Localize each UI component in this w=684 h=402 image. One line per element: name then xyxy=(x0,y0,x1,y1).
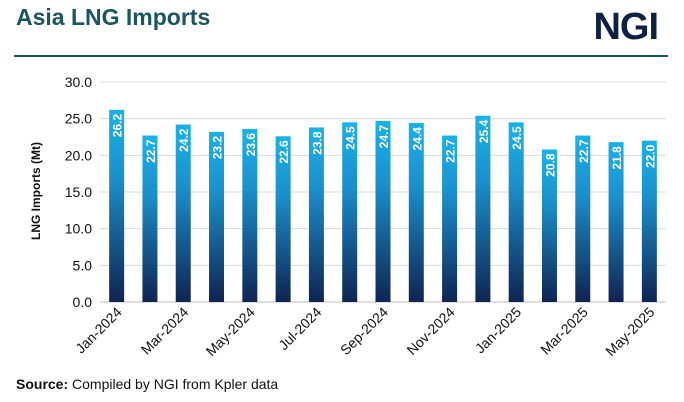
bar-value-label: 24.7 xyxy=(377,125,391,149)
bar-value-label: 24.4 xyxy=(410,127,424,151)
bar-value-label: 22.0 xyxy=(643,144,657,168)
x-tick-label: Jul-2024 xyxy=(275,304,324,353)
source-text: Compiled by NGI from Kpler data xyxy=(68,376,279,392)
bar xyxy=(142,135,158,302)
y-axis-title: LNG Imports (Mt) xyxy=(29,142,43,240)
y-tick-label: 25.0 xyxy=(65,111,92,127)
bar-value-label: 22.7 xyxy=(444,139,458,163)
bar-value-label: 26.2 xyxy=(111,114,125,138)
bar xyxy=(608,142,624,302)
bar-value-label: 22.6 xyxy=(277,140,291,164)
ngi-logo: NGI xyxy=(593,6,659,48)
y-tick-label: 30.0 xyxy=(65,74,92,90)
source-label: Source: xyxy=(16,376,69,392)
bar-value-label: 22.7 xyxy=(577,139,591,163)
header-divider xyxy=(14,55,668,57)
bar-value-label: 23.6 xyxy=(244,133,258,157)
x-tick-label: Jan-2025 xyxy=(472,304,525,357)
bar xyxy=(575,135,591,302)
bar-value-label: 25.4 xyxy=(477,119,491,143)
y-tick-label: 0.0 xyxy=(73,294,93,310)
x-tick-label: Sep-2024 xyxy=(337,304,391,358)
bar xyxy=(342,122,358,302)
x-tick-label: Nov-2024 xyxy=(403,304,457,358)
x-tick-label: May-2024 xyxy=(203,304,258,359)
bar-value-label: 23.8 xyxy=(310,131,324,155)
y-tick-label: 10.0 xyxy=(65,221,92,237)
bar-value-label: 24.5 xyxy=(344,126,358,150)
source-note: Source: Compiled by NGI from Kpler data xyxy=(16,376,278,392)
bar xyxy=(175,124,191,303)
y-tick-label: 15.0 xyxy=(65,184,92,200)
bar-value-label: 24.2 xyxy=(177,128,191,152)
bar-value-label: 20.8 xyxy=(543,153,557,177)
bar xyxy=(442,135,458,302)
x-tick-label: Mar-2025 xyxy=(537,304,591,358)
bar xyxy=(508,122,524,302)
y-tick-label: 5.0 xyxy=(73,257,93,273)
x-tick-label: Mar-2024 xyxy=(138,304,192,358)
bar-value-label: 23.2 xyxy=(211,136,225,160)
x-tick-label: Jan-2024 xyxy=(72,304,125,357)
bar xyxy=(275,136,291,302)
bar xyxy=(408,123,424,302)
bar xyxy=(242,128,258,302)
bar xyxy=(375,120,391,302)
bar-value-label: 21.8 xyxy=(610,146,624,170)
bar xyxy=(109,109,125,302)
chart-title: Asia LNG Imports xyxy=(16,4,211,30)
bar-chart: 26.2 22.7 24.2 23.2 23.6 22.6 23.8 24.5 24.7 24.4… xyxy=(29,74,666,359)
bar xyxy=(308,127,324,302)
bar xyxy=(475,115,491,302)
bar xyxy=(641,140,657,302)
bar-value-label: 22.7 xyxy=(144,139,158,163)
y-tick-label: 20.0 xyxy=(65,147,92,163)
x-tick-label: May-2025 xyxy=(602,304,657,359)
bar xyxy=(541,149,557,302)
bar-value-label: 24.5 xyxy=(510,126,524,150)
bar xyxy=(209,131,225,302)
